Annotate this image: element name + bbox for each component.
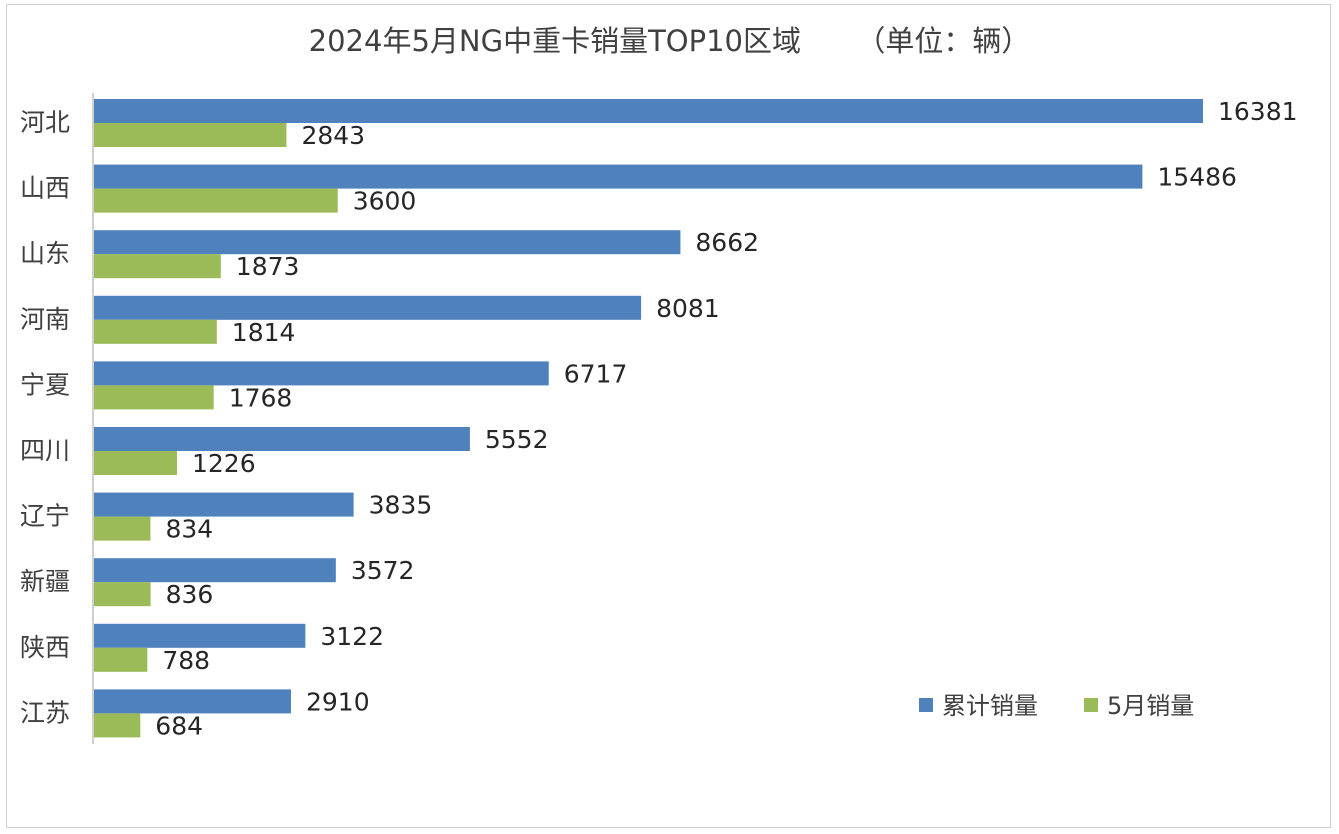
legend-marker — [1084, 698, 1098, 712]
data-label-may: 1768 — [229, 383, 293, 412]
data-label-may: 1814 — [232, 318, 296, 347]
bar-cumulative — [94, 689, 292, 714]
data-label-cumulative: 3835 — [369, 491, 433, 520]
data-label-cumulative: 3572 — [351, 556, 415, 585]
category-label: 河南 — [20, 305, 70, 334]
data-label-cumulative: 8081 — [656, 294, 720, 323]
bar-cumulative — [94, 492, 354, 517]
category-label: 新疆 — [20, 567, 70, 596]
data-label-cumulative: 3122 — [320, 622, 384, 651]
legend-label: 5月销量 — [1107, 692, 1194, 720]
category-label: 山东 — [20, 239, 70, 268]
bar-may — [94, 123, 287, 147]
bar-cumulative — [94, 623, 306, 648]
bar-may — [94, 713, 141, 738]
bars-layer: 河北 16381 2843 山西 15486 3600 山东 8662 1873 河南 8081 18… — [20, 97, 1298, 740]
bar-may — [94, 582, 151, 607]
data-label-cumulative: 8662 — [695, 228, 759, 257]
data-label-may: 684 — [155, 711, 203, 740]
bar-cumulative — [94, 164, 1143, 189]
legend-label: 累计销量 — [942, 692, 1038, 720]
category-label: 河北 — [20, 108, 70, 137]
data-label-may: 3600 — [353, 187, 417, 216]
data-label-may: 834 — [165, 515, 213, 544]
data-label-cumulative: 6717 — [564, 359, 628, 388]
bar-cumulative — [94, 558, 336, 583]
bar-may — [94, 647, 148, 672]
category-label: 山西 — [20, 174, 70, 203]
category-label: 宁夏 — [20, 370, 70, 399]
category-label: 辽宁 — [20, 502, 70, 531]
data-label-cumulative: 5552 — [485, 425, 549, 454]
data-label-may: 1873 — [236, 252, 300, 281]
category-label: 陕西 — [20, 633, 70, 662]
data-label-may: 2843 — [301, 121, 365, 150]
bar-may — [94, 254, 221, 279]
bar-may — [94, 451, 178, 475]
bar-cumulative — [94, 361, 549, 386]
category-label: 四川 — [20, 436, 70, 465]
bar-may — [94, 385, 214, 410]
data-label-may: 788 — [162, 646, 210, 675]
data-label-may: 836 — [166, 580, 214, 609]
bar-cumulative — [94, 230, 681, 255]
chart-title: 2024年5月NG中重卡销量TOP10区域 （单位：辆） — [308, 24, 1031, 58]
bar-may — [94, 516, 151, 541]
bar-cumulative — [94, 427, 470, 451]
bar-may — [94, 319, 217, 344]
bar-cumulative — [94, 295, 642, 320]
data-label-cumulative: 15486 — [1157, 163, 1237, 192]
legend: 累计销量 5月销量 — [919, 692, 1194, 720]
legend-marker — [919, 698, 933, 712]
category-label: 江苏 — [20, 698, 70, 727]
data-label-may: 1226 — [192, 449, 256, 478]
data-label-cumulative: 2910 — [306, 687, 370, 716]
bar-may — [94, 188, 338, 213]
bar-cumulative — [94, 99, 1203, 123]
data-label-cumulative: 16381 — [1218, 97, 1298, 126]
